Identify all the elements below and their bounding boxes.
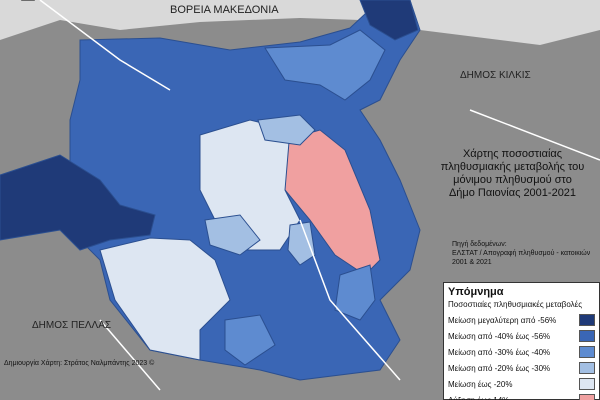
region bbox=[0, 154, 156, 251]
legend-item: Μείωση από -40% έως -56% bbox=[448, 328, 595, 344]
legend-label: Μείωση από -40% έως -56% bbox=[448, 331, 551, 341]
legend-label: Αύξηση έως 14% bbox=[448, 395, 510, 400]
legend-item: Μείωση από -30% έως -40% bbox=[448, 344, 595, 360]
source-line: ΕΛΣΤΑΤ / Απογραφή πληθυσμού - κατοικιών bbox=[452, 250, 591, 257]
region bbox=[257, 114, 316, 146]
legend-item: Μείωση μεγαλύτερη από -56% bbox=[448, 312, 595, 328]
legend-swatch bbox=[579, 330, 595, 342]
region bbox=[204, 214, 261, 256]
region bbox=[224, 314, 276, 366]
legend-label: Μείωση έως -20% bbox=[448, 379, 513, 389]
road bbox=[39, 0, 600, 391]
region bbox=[287, 221, 316, 266]
legend-subtitle: Ποσοστιαίες πληθυσμιακές μεταβολές bbox=[448, 300, 583, 309]
legend-item: Μείωση έως -20% bbox=[448, 376, 595, 392]
region bbox=[359, 0, 419, 41]
legend-swatch bbox=[579, 346, 595, 358]
region bbox=[334, 264, 376, 321]
legend-title: Υπόμνημα bbox=[448, 286, 504, 298]
source-line: Πηγή δεδομένων: bbox=[452, 241, 507, 248]
title-line: πληθυσμιακής μεταβολής του bbox=[440, 161, 585, 173]
credit: Δημιουργία Χάρτη: Στράτος Ναλμπάντης 202… bbox=[4, 360, 155, 367]
legend: Υπόμνημα Ποσοστιαίες πληθυσμιακές μεταβο… bbox=[443, 282, 600, 400]
legend-swatch bbox=[579, 362, 595, 374]
source: Πηγή δεδομένων: ΕΛΣΤΑΤ / Απογραφή πληθυσμ… bbox=[452, 240, 590, 267]
legend-label: Μείωση μεγαλύτερη από -56% bbox=[448, 315, 557, 325]
legend-item: Μείωση από -20% έως -30% bbox=[448, 360, 595, 376]
title-line: Χάρτης ποσοστιαίας bbox=[462, 148, 563, 160]
neighbor-country bbox=[0, 0, 600, 45]
legend-items: Μείωση μεγαλύτερη από -56% Μείωση από -40… bbox=[448, 312, 595, 400]
legend-label: Μείωση από -20% έως -30% bbox=[448, 363, 551, 373]
source-line: 2001 & 2021 bbox=[452, 259, 492, 266]
legend-label: Μείωση από -30% έως -40% bbox=[448, 347, 551, 357]
title-line: μόνιμου πληθυσμού στο bbox=[453, 174, 572, 186]
neighbor-label: ΔΗΜΟΣ ΚΙΛΚΙΣ bbox=[460, 70, 531, 81]
region bbox=[264, 29, 386, 101]
neighbor-label: ΔΗΜΟΣ ΠΕΛΛΑΣ bbox=[32, 320, 112, 331]
neighbor-label: ΒΟΡΕΙΑ ΜΑΚΕΔΟΝΙΑ bbox=[170, 4, 279, 16]
legend-swatch bbox=[579, 394, 595, 400]
legend-swatch bbox=[579, 378, 595, 390]
legend-item: Αύξηση έως 14% bbox=[448, 392, 595, 400]
region bbox=[99, 237, 231, 361]
legend-swatch bbox=[579, 314, 595, 326]
title-line: Δήμο Παιονίας 2001-2021 bbox=[448, 187, 577, 199]
map-title: Χάρτης ποσοστιαίας πληθυσμιακής μεταβολής… bbox=[425, 148, 600, 200]
